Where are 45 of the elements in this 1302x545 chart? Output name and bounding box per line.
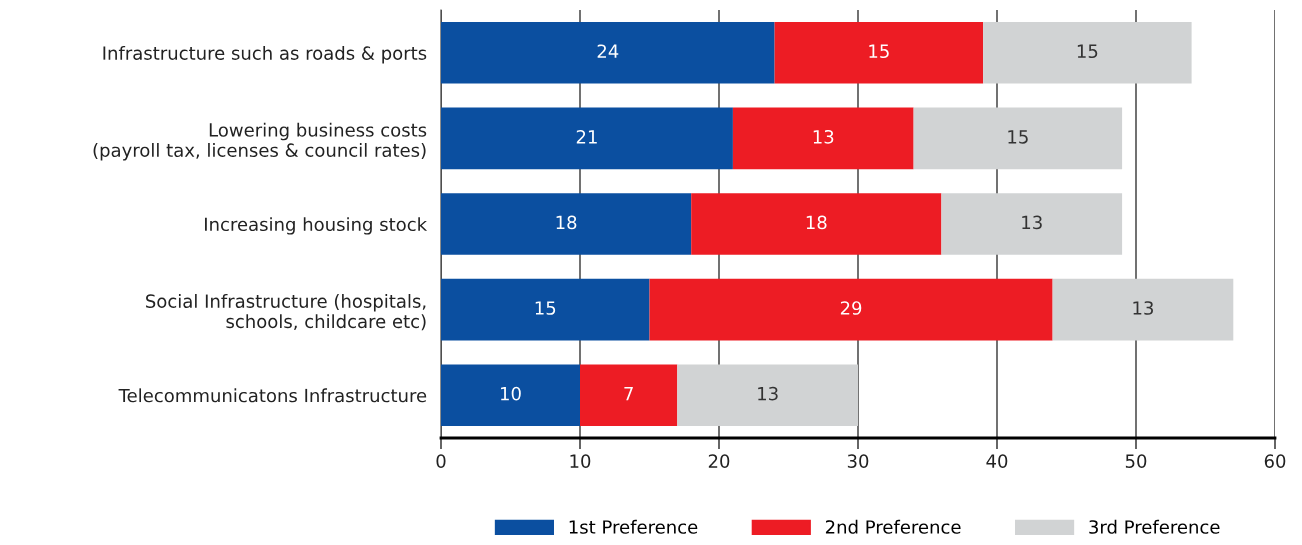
data-label: 13	[1133, 301, 1153, 315]
x-tick-label: 60	[1264, 454, 1286, 468]
data-label: 24	[597, 44, 619, 58]
x-tick-label: 30	[847, 454, 869, 468]
data-label: 15	[535, 301, 556, 315]
bar	[983, 21, 1192, 84]
data-label: 7	[624, 387, 633, 401]
x-tick-label: 10	[570, 454, 591, 468]
bar	[732, 107, 914, 170]
bar	[913, 107, 1123, 170]
bar	[441, 107, 733, 170]
data-label: 13	[758, 386, 778, 401]
bar	[441, 193, 692, 255]
x-tick-label: 20	[708, 454, 730, 468]
data-label: 15	[869, 44, 889, 59]
y-tick-label: Increasing housing stock	[205, 217, 428, 235]
y-tick-label: Social Infrastructure (hospitals, schools, childcare etc)	[146, 294, 426, 331]
data-label: 18	[556, 215, 577, 230]
data-label: 21	[576, 129, 597, 144]
data-label: 29	[840, 301, 862, 315]
bar	[677, 364, 858, 427]
data-label: 18	[806, 215, 827, 230]
x-tick-label: 50	[1125, 454, 1147, 468]
legend-label: 3rd Preference	[1089, 519, 1220, 534]
y-tick-label: Infrastructure such as roads & ports	[103, 45, 427, 64]
data-label: 10	[501, 386, 521, 401]
bar	[691, 193, 942, 255]
bar	[580, 364, 678, 427]
bar	[441, 364, 580, 427]
data-label: 15	[1077, 44, 1098, 59]
bar	[649, 278, 1053, 341]
x-tick-label: 0	[436, 454, 446, 468]
bar	[1052, 278, 1234, 341]
y-tick-label: Telecommunicatons Infrastructure	[118, 388, 427, 403]
y-tick-label: Lowering business costs (payroll tax, licenses & council rates)	[93, 122, 427, 161]
bar	[774, 21, 984, 84]
legend-label: 1st Preference	[569, 519, 698, 534]
bar	[441, 278, 650, 341]
data-label: 15	[1008, 130, 1028, 144]
data-label: 13	[813, 129, 834, 144]
data-label: 13	[1022, 215, 1042, 230]
x-tick-label: 40	[986, 454, 1008, 468]
legend-label: 2nd Preference	[825, 519, 961, 534]
bar	[441, 21, 775, 84]
bar	[941, 193, 1123, 255]
